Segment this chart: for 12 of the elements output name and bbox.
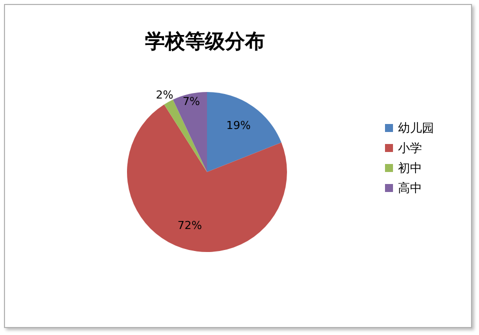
data-label: 7% bbox=[182, 95, 200, 108]
chart-title: 学校等级分布 bbox=[144, 28, 266, 55]
data-label: 72% bbox=[177, 218, 202, 232]
legend-label: 小学 bbox=[398, 140, 422, 157]
pie-slice bbox=[207, 92, 282, 172]
legend-label: 高中 bbox=[398, 180, 422, 197]
data-label: 2% bbox=[156, 88, 174, 102]
pie-slice bbox=[127, 104, 287, 252]
legend-label: 初中 bbox=[398, 160, 422, 177]
data-label: 19% bbox=[226, 119, 251, 132]
legend-label: 幼儿园 bbox=[398, 120, 434, 137]
pie-slice bbox=[172, 92, 207, 172]
